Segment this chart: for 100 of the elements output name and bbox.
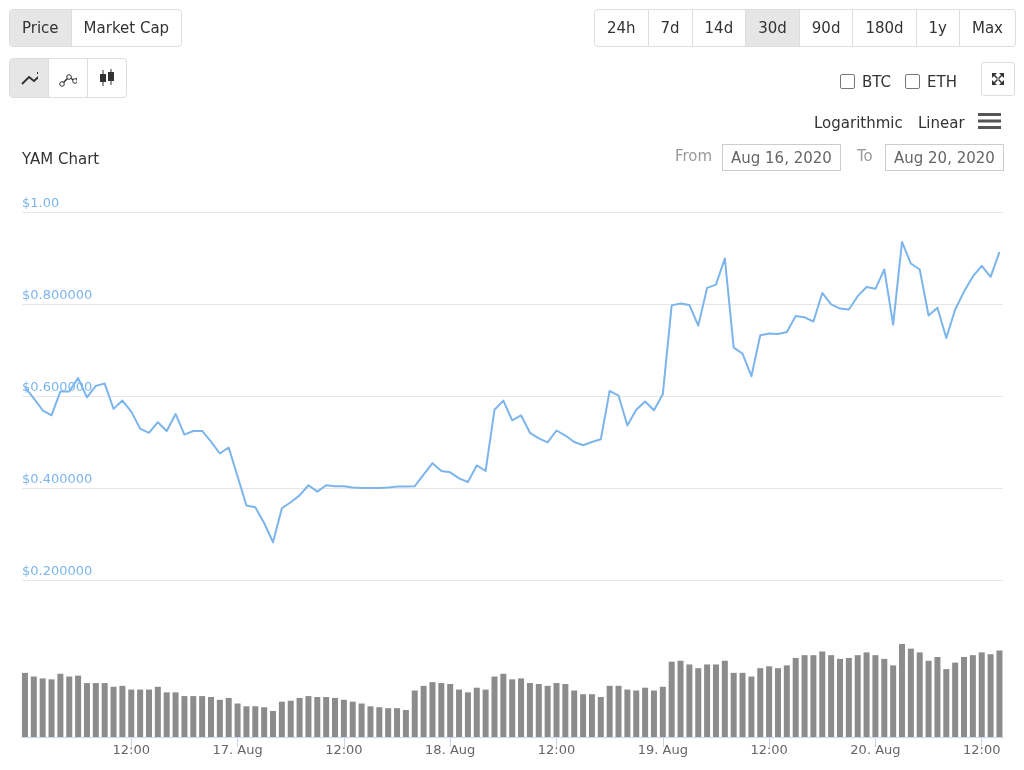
x-tick-label: 18. Aug xyxy=(425,742,476,757)
text: Logarithmic xyxy=(814,114,903,132)
bar xyxy=(890,665,897,737)
bar xyxy=(659,686,666,737)
bar xyxy=(358,703,365,737)
text: 24h xyxy=(605,18,637,39)
bar xyxy=(447,683,454,737)
bar xyxy=(207,697,214,737)
bar xyxy=(961,657,968,737)
bar xyxy=(323,697,330,737)
text: Max xyxy=(958,10,1015,46)
bar xyxy=(21,672,28,737)
bar xyxy=(925,660,932,737)
bar xyxy=(624,689,631,737)
text: 90d xyxy=(798,10,853,46)
y-tick-label: $0.800000 xyxy=(22,287,93,302)
bar xyxy=(154,686,161,737)
bar xyxy=(270,710,277,737)
text: Linear xyxy=(918,114,965,132)
bar xyxy=(243,706,250,737)
bar xyxy=(810,655,817,737)
text: 180d xyxy=(852,10,916,46)
y-tick-label: $0.400000 xyxy=(22,471,93,486)
bar xyxy=(704,664,711,737)
bar xyxy=(314,697,321,737)
bar xyxy=(872,655,879,737)
bar xyxy=(774,668,781,737)
bar xyxy=(172,692,179,737)
bar xyxy=(881,658,888,737)
x-tick-label: 19. Aug xyxy=(637,742,688,757)
bar xyxy=(969,655,976,737)
bar xyxy=(757,668,764,737)
bar xyxy=(83,683,90,737)
bar xyxy=(588,694,595,737)
x-tick-label: 12:00 xyxy=(537,742,576,757)
bar xyxy=(553,683,560,737)
bar xyxy=(429,682,436,737)
bar xyxy=(394,708,401,737)
text: Market Cap xyxy=(70,10,182,46)
bar xyxy=(491,676,498,737)
bar xyxy=(296,697,303,737)
bar xyxy=(137,689,144,737)
bar xyxy=(349,701,356,737)
bar xyxy=(792,657,799,737)
bar xyxy=(863,652,870,737)
bar xyxy=(978,652,985,737)
bar xyxy=(376,707,383,737)
bar xyxy=(110,686,117,737)
bar xyxy=(420,685,427,737)
bar xyxy=(145,689,152,737)
x-tick-label: 12:00 xyxy=(112,742,150,757)
x-tick-label: 20. Aug xyxy=(850,742,901,757)
bar xyxy=(597,697,604,737)
bar xyxy=(712,664,719,737)
bar xyxy=(916,652,923,737)
bar xyxy=(66,676,73,737)
bar xyxy=(500,673,507,737)
bar xyxy=(278,701,285,737)
bar xyxy=(677,660,684,737)
bar xyxy=(642,687,649,737)
bar xyxy=(101,683,108,737)
bar xyxy=(934,657,941,737)
text: 7d xyxy=(647,10,692,46)
bar xyxy=(234,703,241,737)
bar xyxy=(580,694,587,737)
bar xyxy=(686,664,693,737)
bar xyxy=(695,668,702,737)
bar xyxy=(845,657,852,737)
bar xyxy=(287,700,294,737)
bar xyxy=(730,672,737,737)
bar xyxy=(571,690,578,737)
bar xyxy=(633,690,640,737)
bar xyxy=(606,685,613,737)
bar xyxy=(340,699,347,737)
bar xyxy=(987,654,994,737)
bar xyxy=(615,685,622,737)
bar xyxy=(562,683,569,737)
bar xyxy=(75,675,82,737)
bar xyxy=(836,658,843,737)
bar xyxy=(748,676,755,737)
bar xyxy=(402,710,409,737)
text: From xyxy=(675,147,713,165)
bar xyxy=(39,678,46,737)
bar xyxy=(650,690,657,737)
y-tick-label: $1.00 xyxy=(22,195,60,210)
bar xyxy=(766,666,773,737)
x-tick-label: 12:00 xyxy=(963,742,1001,757)
date-field: Aug 20, 2020 xyxy=(885,144,1004,171)
bar xyxy=(828,655,835,737)
text: ETH xyxy=(926,73,957,91)
bar xyxy=(57,673,64,737)
bar xyxy=(456,689,463,737)
bar xyxy=(854,655,861,737)
bar xyxy=(668,661,675,737)
bar xyxy=(199,696,206,737)
bar xyxy=(48,679,55,737)
bar xyxy=(190,696,197,737)
text: BTC xyxy=(861,73,892,91)
bar xyxy=(952,662,959,737)
text: 1y xyxy=(915,10,959,46)
